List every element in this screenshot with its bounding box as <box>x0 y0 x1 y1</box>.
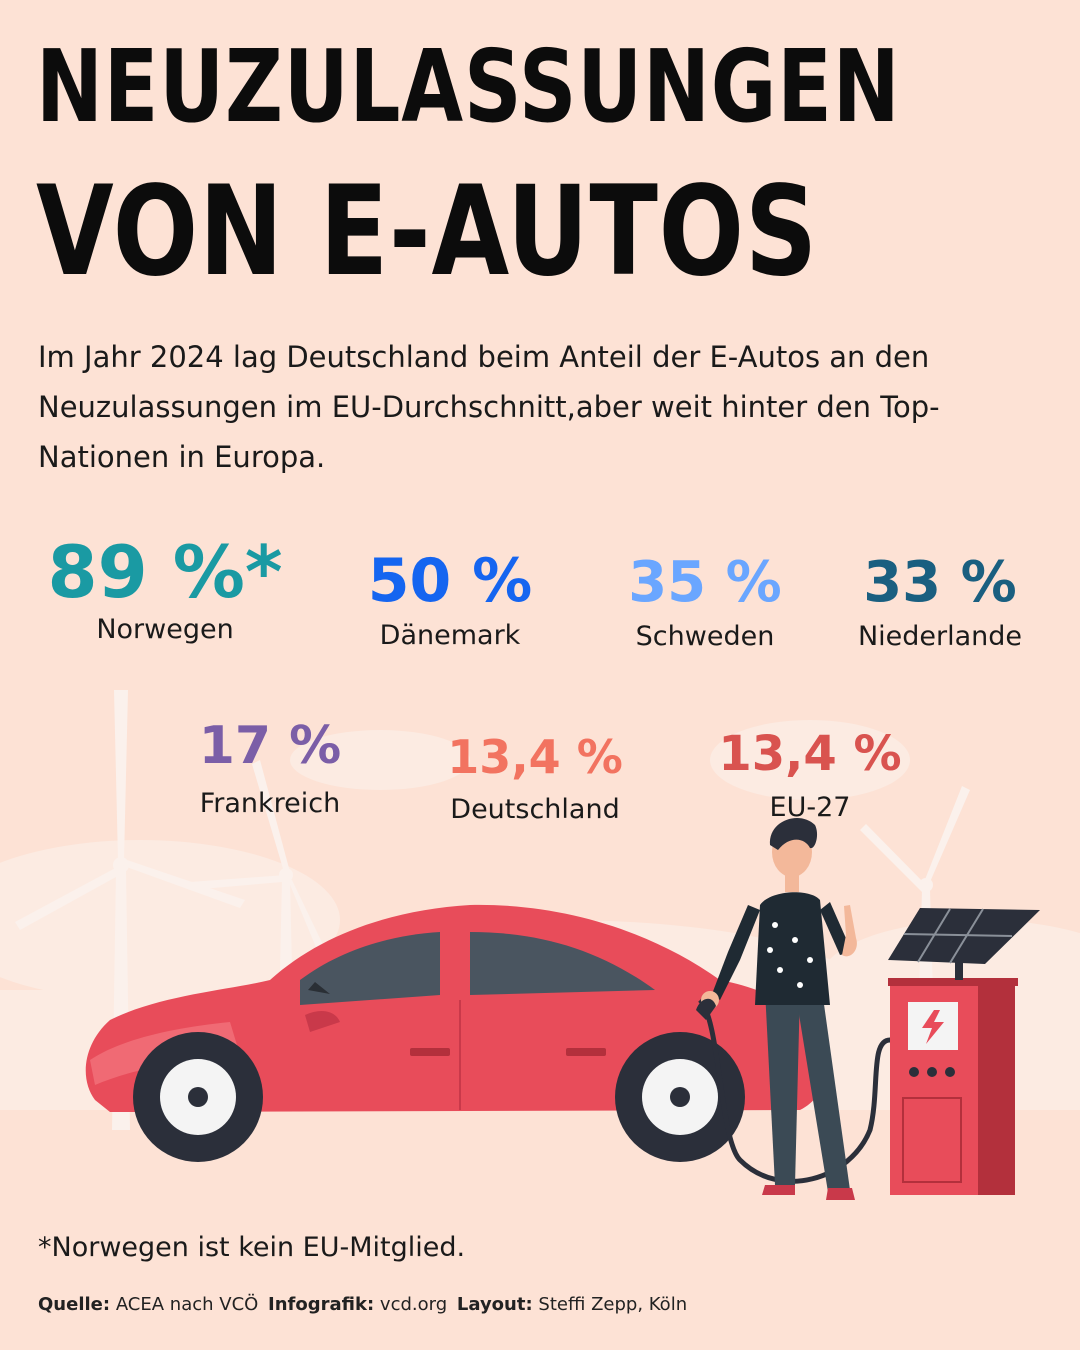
source-label: Quelle: <box>38 1294 111 1315</box>
person-icon <box>696 817 857 1200</box>
stat-value: 13,4 % <box>447 730 623 784</box>
intro-text: Im Jahr 2024 lag Deutschland beim Anteil… <box>38 340 940 474</box>
stat-deutschland: 13,4 % Deutschland <box>420 730 650 825</box>
stat-value: 17 % <box>198 716 342 776</box>
page-title-line2: VON E-AUTOS <box>36 160 819 304</box>
stat-niederlande: 33 % Niederlande <box>835 550 1045 652</box>
stat-daenemark: 50 % Dänemark <box>340 546 560 651</box>
stat-value: 13,4 % <box>718 726 902 782</box>
footnote: *Norwegen ist kein EU-Mitglied. <box>38 1232 466 1263</box>
electric-car-icon <box>85 904 824 1162</box>
stat-label: EU-27 <box>769 792 851 823</box>
stat-value: 35 % <box>628 550 782 615</box>
stat-norwegen: 89 %* Norwegen <box>30 530 300 645</box>
stat-label: Deutschland <box>450 794 620 825</box>
lightning-icon <box>922 1010 944 1044</box>
infographic-label: Infografik: <box>268 1294 375 1315</box>
layout-label: Layout: <box>456 1294 533 1315</box>
infographic-value: vcd.org <box>379 1294 448 1315</box>
charging-station-icon <box>888 950 1018 1195</box>
stat-label: Dänemark <box>379 620 521 651</box>
stat-value: 33 % <box>863 550 1017 615</box>
source-line: Quelle: ACEA nach VCÖ Infografik: vcd.or… <box>38 1294 691 1315</box>
stat-label: Schweden <box>635 621 775 652</box>
stat-label: Norwegen <box>96 614 234 645</box>
stat-schweden: 35 % Schweden <box>595 550 815 652</box>
stat-label: Niederlande <box>857 621 1023 652</box>
stat-value: 50 % <box>367 546 533 616</box>
stat-label: Frankreich <box>199 788 341 819</box>
stat-eu27: 13,4 % EU-27 <box>700 726 920 823</box>
source-value: ACEA nach VCÖ <box>115 1294 259 1315</box>
page-title-line1: NEUZULASSUNGEN <box>36 28 901 145</box>
solar-panel-icon <box>888 908 1040 964</box>
illustration <box>0 690 1080 1200</box>
stat-frankreich: 17 % Frankreich <box>160 716 380 819</box>
stat-value: 89 %* <box>47 530 283 614</box>
layout-value: Steffi Zepp, Köln <box>538 1294 688 1315</box>
